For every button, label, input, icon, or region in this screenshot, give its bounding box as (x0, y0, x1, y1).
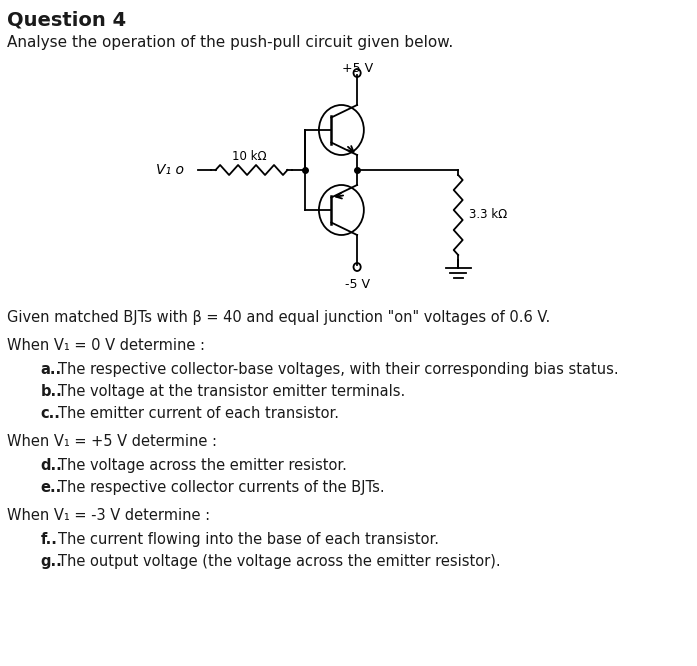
Text: d..: d.. (40, 458, 62, 473)
Text: 3.3 kΩ: 3.3 kΩ (469, 208, 507, 222)
Text: f..: f.. (40, 532, 57, 547)
Text: The output voltage (the voltage across the emitter resistor).: The output voltage (the voltage across t… (59, 554, 501, 569)
Text: c..: c.. (40, 406, 61, 421)
Text: Question 4: Question 4 (7, 10, 126, 29)
Text: b..: b.. (40, 384, 62, 399)
Text: The voltage at the transistor emitter terminals.: The voltage at the transistor emitter te… (59, 384, 406, 399)
Text: V₁ o: V₁ o (156, 163, 184, 177)
Text: When V₁ = -3 V determine :: When V₁ = -3 V determine : (7, 508, 210, 523)
Text: When V₁ = 0 V determine :: When V₁ = 0 V determine : (7, 338, 205, 353)
Text: 10 kΩ: 10 kΩ (232, 149, 267, 163)
Text: Analyse the operation of the push-pull circuit given below.: Analyse the operation of the push-pull c… (7, 35, 454, 50)
Text: The respective collector-base voltages, with their corresponding bias status.: The respective collector-base voltages, … (59, 362, 619, 377)
Text: The current flowing into the base of each transistor.: The current flowing into the base of eac… (59, 532, 439, 547)
Text: Given matched BJTs with β = 40 and equal junction "on" voltages of 0.6 V.: Given matched BJTs with β = 40 and equal… (7, 310, 551, 325)
Text: +5 V: +5 V (342, 62, 373, 75)
Text: -5 V: -5 V (344, 278, 369, 291)
Text: The voltage across the emitter resistor.: The voltage across the emitter resistor. (59, 458, 347, 473)
Text: The emitter current of each transistor.: The emitter current of each transistor. (59, 406, 339, 421)
Text: The respective collector currents of the BJTs.: The respective collector currents of the… (59, 480, 385, 495)
Text: g..: g.. (40, 554, 62, 569)
Text: e..: e.. (40, 480, 61, 495)
Text: When V₁ = +5 V determine :: When V₁ = +5 V determine : (7, 434, 217, 449)
Text: a..: a.. (40, 362, 61, 377)
